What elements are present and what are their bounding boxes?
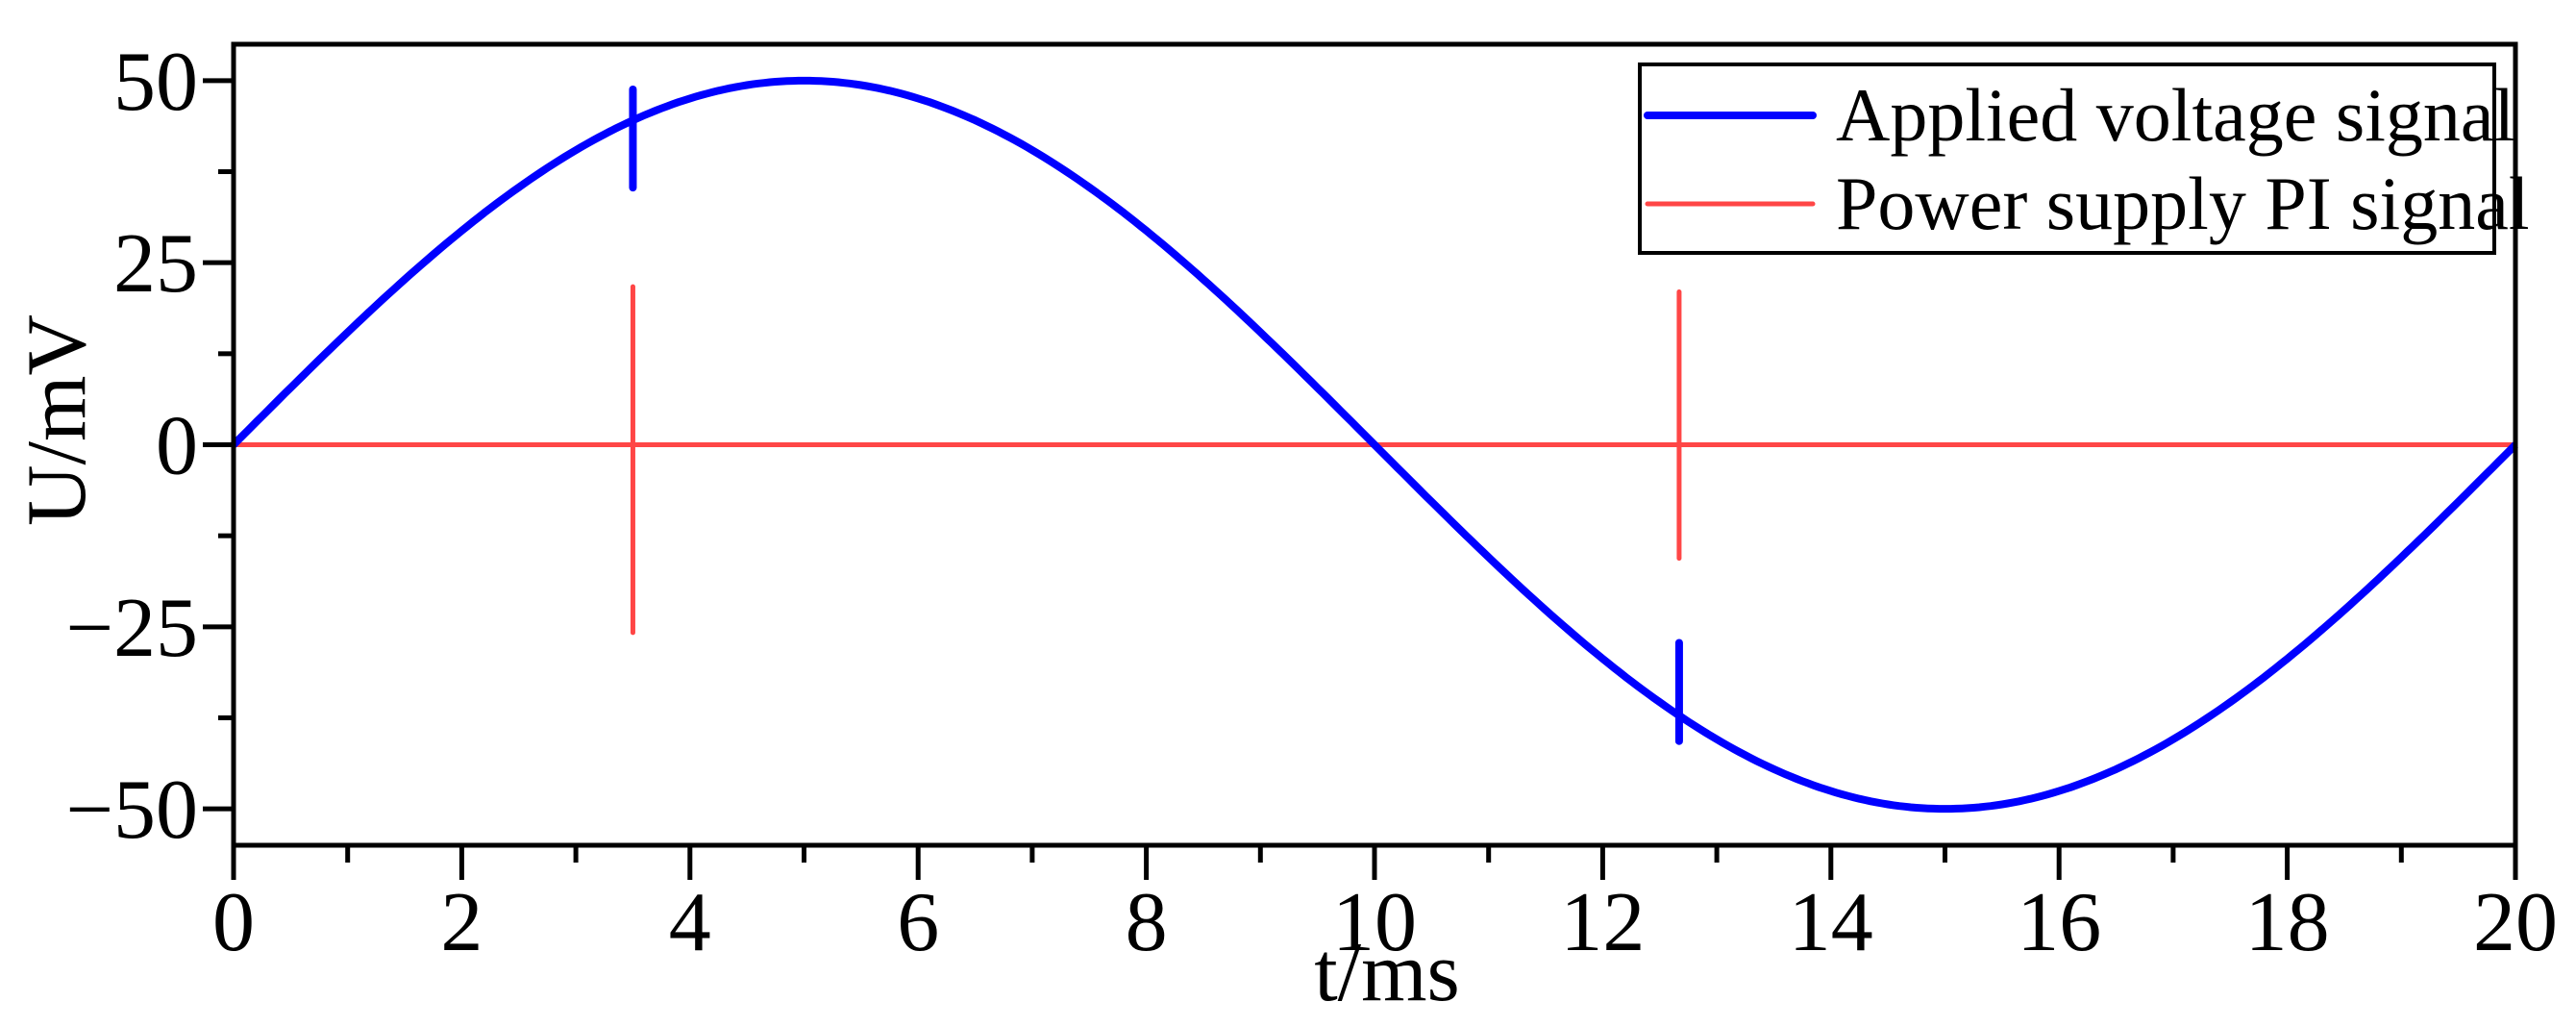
- y-axis: 50 25 0 −25 −50: [65, 36, 234, 857]
- x-tick-label: 6: [897, 876, 939, 969]
- legend-label-power-supply: Power supply PI signal: [1836, 162, 2530, 245]
- series-applied-voltage: [231, 76, 2518, 814]
- x-tick-label: 14: [1789, 876, 1873, 969]
- legend-box: [1638, 63, 2496, 255]
- x-axis: 0 2 4 6 8 10 12 14 16 18 20: [212, 845, 2558, 969]
- x-tick-label: 20: [2473, 876, 2558, 969]
- y-tick-label: −25: [65, 582, 198, 675]
- x-tick-label: 18: [2245, 876, 2330, 969]
- legend: Applied voltage signal Power supply PI s…: [1638, 63, 2530, 255]
- x-tick-label: 0: [212, 876, 255, 969]
- x-tick-label: 2: [440, 876, 483, 969]
- y-tick-label: −50: [65, 764, 198, 857]
- x-tick-label: 4: [669, 876, 711, 969]
- y-tick-label: 50: [113, 36, 198, 129]
- y-axis-title: U/mV: [11, 314, 104, 526]
- x-axis-title: t/ms: [1314, 926, 1460, 1019]
- x-tick-label: 16: [2017, 876, 2101, 969]
- y-tick-label: 0: [156, 400, 198, 493]
- x-tick-label: 8: [1126, 876, 1168, 969]
- y-tick-label: 25: [113, 217, 198, 311]
- x-tick-label: 10: [1332, 876, 1417, 969]
- legend-label-applied-voltage: Applied voltage signal: [1836, 73, 2514, 157]
- x-tick-label: 12: [1560, 876, 1645, 969]
- plot-area: [231, 76, 2518, 814]
